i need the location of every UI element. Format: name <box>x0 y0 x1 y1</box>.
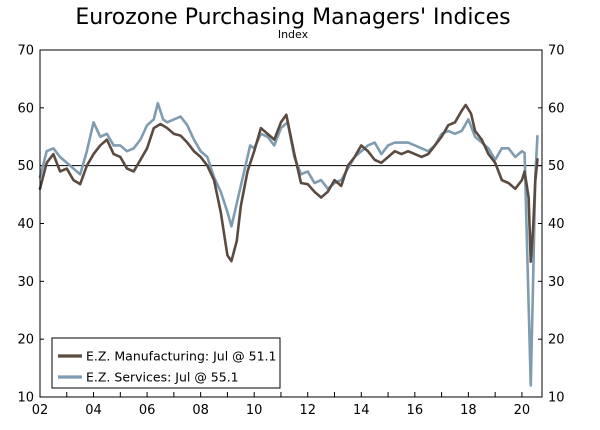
x-tick-label: 10 <box>246 403 263 418</box>
y-tick-label-left: 50 <box>17 159 34 174</box>
x-tick-label: 18 <box>460 403 477 418</box>
chart-title: Eurozone Purchasing Managers' Indices <box>75 5 510 30</box>
y-tick-label-right: 10 <box>548 391 565 406</box>
y-tick-label-right: 70 <box>548 44 565 59</box>
y-tick-label-left: 40 <box>17 217 34 232</box>
x-tick-label: 08 <box>192 403 209 418</box>
series-line-manufacturing <box>38 103 539 263</box>
y-tick-label-right: 20 <box>548 333 565 348</box>
tick-labels: 10 10 20 20 30 30 40 40 50 50 60 60 70 70 02 04 06 08 10 12… <box>17 44 564 419</box>
x-tick-label: 16 <box>407 403 424 418</box>
x-tick-label: 20 <box>514 403 531 418</box>
y-tick-label-right: 50 <box>548 159 565 174</box>
y-tick-label-left: 20 <box>17 333 34 348</box>
legend: E.Z. Manufacturing: Jul @ 51.1 E.Z. Serv… <box>51 337 281 389</box>
legend-label-manufacturing: E.Z. Manufacturing: Jul @ 51.1 <box>86 349 276 364</box>
y-tick-label-left: 10 <box>17 391 34 406</box>
x-tick-label: 02 <box>32 403 49 418</box>
legend-box <box>51 337 281 389</box>
y-tick-label-left: 70 <box>17 44 34 59</box>
plot-area <box>39 49 543 398</box>
y-tick-label-left: 60 <box>17 101 34 116</box>
x-tick-label: 06 <box>139 403 156 418</box>
chart-subtitle: Index <box>278 28 309 41</box>
x-tick-label: 04 <box>85 403 102 418</box>
legend-label-services: E.Z. Services: Jul @ 55.1 <box>86 370 239 385</box>
y-tick-label-left: 30 <box>17 275 34 290</box>
y-tick-label-right: 30 <box>548 275 565 290</box>
y-tick-label-right: 60 <box>548 101 565 116</box>
y-tick-label-right: 40 <box>548 217 565 232</box>
x-tick-label: 12 <box>299 403 316 418</box>
x-tick-label: 14 <box>353 403 370 418</box>
series-lines <box>38 101 539 387</box>
